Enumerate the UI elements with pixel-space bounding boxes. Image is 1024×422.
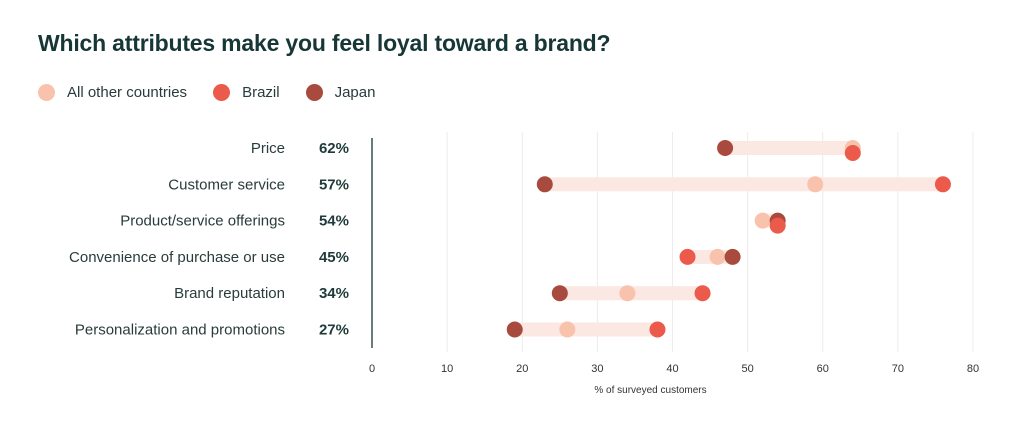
overall-percent-customer-service: 57% bbox=[319, 176, 349, 193]
dot-brazil-brand-reputation bbox=[694, 285, 711, 302]
category-label-product-service-offerings: Product/service offerings bbox=[120, 213, 285, 230]
category-label-price: Price bbox=[251, 140, 285, 157]
dot-all-other-countries-product-service-offerings bbox=[754, 212, 771, 229]
range-band-personalization-and-promotions bbox=[514, 322, 658, 337]
dot-all-other-countries-brand-reputation bbox=[619, 285, 636, 302]
x-tick-label: 60 bbox=[817, 363, 829, 375]
x-tick-label: 70 bbox=[892, 363, 904, 375]
dot-japan-personalization-and-promotions bbox=[506, 321, 523, 338]
chart-legend: All other countries Brazil Japan bbox=[38, 84, 401, 101]
category-label-brand-reputation: Brand reputation bbox=[174, 285, 285, 302]
category-label-personalization-and-promotions: Personalization and promotions bbox=[75, 322, 285, 339]
category-label-convenience-of-purchase-or-use: Convenience of purchase or use bbox=[69, 249, 285, 266]
dot-japan-convenience-of-purchase-or-use bbox=[724, 248, 741, 265]
dot-japan-price bbox=[717, 140, 734, 156]
legend-item-japan: Japan bbox=[305, 84, 376, 101]
overall-percent-product-service-offerings: 54% bbox=[319, 213, 349, 230]
category-label-customer-service: Customer service bbox=[168, 176, 285, 193]
x-tick-label: 80 bbox=[967, 363, 979, 375]
dot-all-other-countries-personalization-and-promotions bbox=[559, 321, 576, 338]
x-tick-label: 0 bbox=[369, 363, 375, 375]
range-band-price bbox=[725, 141, 853, 155]
dot-brazil-customer-service bbox=[934, 176, 951, 193]
overall-percent-personalization-and-promotions: 27% bbox=[319, 322, 349, 339]
dot-brazil-personalization-and-promotions bbox=[649, 321, 666, 338]
chart-title: Which attributes make you feel loyal tow… bbox=[38, 30, 611, 56]
legend-swatch-brazil bbox=[213, 84, 231, 101]
overall-percent-price: 62% bbox=[319, 140, 349, 157]
legend-item-brazil: Brazil bbox=[213, 84, 280, 101]
dot-brazil-price bbox=[844, 145, 861, 161]
x-tick-label: 40 bbox=[666, 363, 678, 375]
x-tick-label: 10 bbox=[441, 363, 453, 375]
legend-item-all-other-countries: All other countries bbox=[38, 84, 187, 101]
dot-brazil-convenience-of-purchase-or-use bbox=[679, 248, 696, 265]
x-axis-title: % of surveyed customers bbox=[594, 385, 706, 396]
dot-all-other-countries-convenience-of-purchase-or-use bbox=[709, 248, 726, 265]
dot-all-other-countries-customer-service bbox=[807, 176, 824, 193]
legend-label-japan: Japan bbox=[334, 84, 376, 101]
overall-percent-convenience-of-purchase-or-use: 45% bbox=[319, 249, 349, 266]
x-tick-label: 20 bbox=[516, 363, 528, 375]
overall-percent-brand-reputation: 34% bbox=[319, 285, 349, 302]
legend-swatch-japan bbox=[305, 84, 323, 101]
x-tick-label: 50 bbox=[742, 363, 754, 375]
x-tick-label: 30 bbox=[591, 363, 603, 375]
legend-label-all-other-countries: All other countries bbox=[67, 84, 188, 101]
dot-japan-customer-service bbox=[536, 176, 553, 193]
legend-label-brazil: Brazil bbox=[242, 84, 280, 101]
range-band-customer-service bbox=[544, 177, 943, 192]
dot-brazil-product-service-offerings bbox=[769, 217, 786, 234]
dot-japan-brand-reputation bbox=[551, 285, 568, 302]
legend-swatch-all-other-countries bbox=[38, 84, 55, 101]
